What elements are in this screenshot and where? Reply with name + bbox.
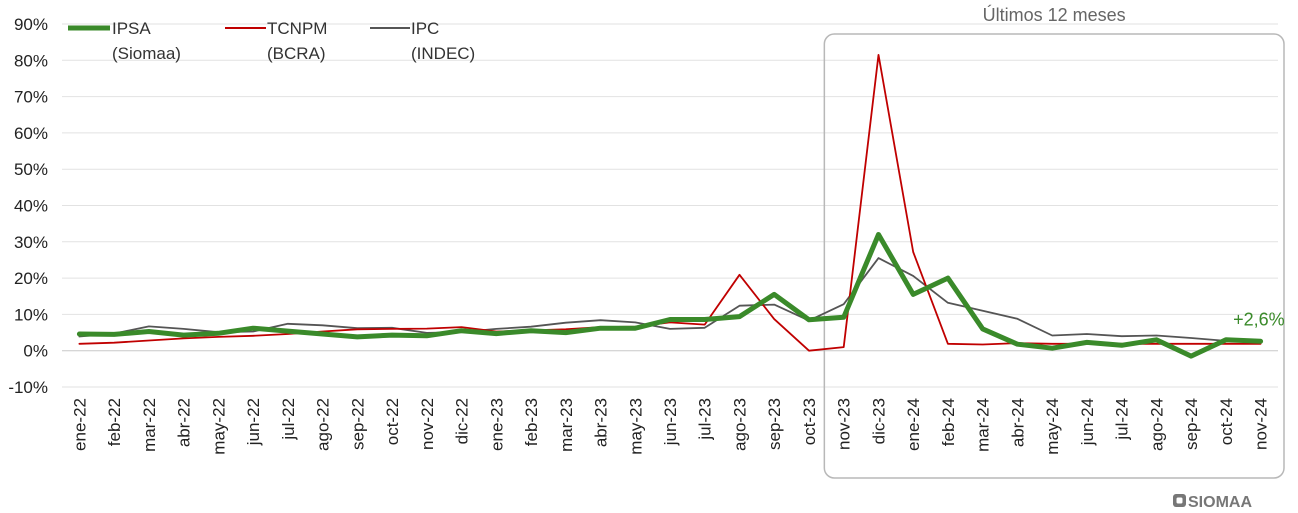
y-tick-label: 70% (14, 88, 48, 107)
x-tick-label: nov-23 (835, 398, 854, 450)
x-tick-label: nov-24 (1252, 398, 1271, 450)
x-tick-label: dic-23 (869, 398, 888, 444)
x-tick-label: feb-23 (522, 398, 541, 446)
x-tick-label: may-22 (209, 398, 228, 455)
y-tick-label: 90% (14, 15, 48, 34)
series-line-tcnpm (78, 54, 1262, 352)
x-tick-label: jun-24 (1078, 398, 1097, 446)
y-tick-label: 0% (23, 342, 48, 361)
x-tick-label: ene-22 (70, 398, 89, 451)
legend-item-tcnpm: TCNPM (BCRA) (225, 19, 327, 63)
legend-sublabel-ipc: (INDEC) (411, 44, 475, 63)
y-tick-label: 60% (14, 124, 48, 143)
x-tick-label: jul-22 (279, 398, 298, 441)
legend-item-ipc: IPC (INDEC) (370, 19, 475, 63)
x-tick-label: sep-24 (1182, 398, 1201, 450)
legend-sublabel-tcnpm: (BCRA) (267, 44, 326, 63)
legend-label-tcnpm: TCNPM (267, 19, 327, 38)
x-tick-label: ago-22 (314, 398, 333, 451)
brand-name: SIOMAA (1188, 494, 1252, 511)
highlight-box-frame (823, 33, 1285, 479)
series-lines (76, 54, 1264, 359)
y-tick-label: 40% (14, 197, 48, 216)
x-tick-label: mar-22 (140, 398, 159, 452)
x-tick-label: mar-24 (974, 398, 993, 452)
x-tick-label: jul-23 (696, 398, 715, 441)
x-tick-label: oct-23 (800, 398, 819, 445)
x-tick-label: sep-22 (348, 398, 367, 450)
x-tick-label: sep-23 (765, 398, 784, 450)
x-tick-label: may-24 (1043, 398, 1062, 455)
x-tick-label: jun-22 (244, 398, 263, 446)
x-tick-label: jun-23 (661, 398, 680, 446)
x-tick-label: ago-23 (730, 398, 749, 451)
legend-sublabel-ipsa: (Siomaa) (112, 44, 181, 63)
x-tick-label: dic-22 (453, 398, 472, 444)
x-tick-label: oct-24 (1217, 398, 1236, 445)
y-tick-label: 30% (14, 233, 48, 252)
x-tick-label: abr-24 (1008, 398, 1027, 447)
last-value-annotation: +2,6% (1233, 309, 1285, 329)
x-tick-label: oct-22 (383, 398, 402, 445)
x-tick-label: ago-24 (1147, 398, 1166, 451)
y-tick-label: 20% (14, 269, 48, 288)
grid-lines (62, 23, 1278, 388)
brand-logo: SIOMAA (1173, 494, 1252, 511)
y-tick-label: 10% (14, 305, 48, 324)
legend-label-ipc: IPC (411, 19, 439, 38)
x-tick-label: feb-22 (105, 398, 124, 446)
y-tick-label: -10% (8, 378, 48, 397)
legend: IPSA (Siomaa) TCNPM (BCRA) IPC (INDEC) (68, 19, 475, 63)
x-tick-label: jul-24 (1113, 398, 1132, 441)
series-line-ipc (78, 257, 1262, 343)
y-tick-label: 80% (14, 51, 48, 70)
siomaa-logo-icon-inner (1176, 497, 1183, 504)
highlight-box: Últimos 12 meses (823, 4, 1285, 479)
x-axis: ene-22 feb-22 mar-22 abr-22 may-22 jun-22 jul-… (70, 398, 1270, 455)
x-tick-label: mar-23 (557, 398, 576, 452)
x-tick-label: ene-23 (487, 398, 506, 451)
y-axis: 90% 80% 70% 60% 50% 40% 30% 20% 10% 0% -10% (8, 15, 48, 397)
x-tick-label: nov-22 (418, 398, 437, 450)
legend-item-ipsa: IPSA (Siomaa) (68, 19, 181, 63)
series-line-ipsa (76, 232, 1264, 359)
x-tick-label: may-23 (626, 398, 645, 455)
x-tick-label: feb-24 (939, 398, 958, 446)
x-tick-label: ene-24 (904, 398, 923, 451)
legend-label-ipsa: IPSA (112, 19, 151, 38)
x-tick-label: abr-23 (592, 398, 611, 447)
highlight-box-title: Últimos 12 meses (983, 4, 1126, 25)
y-tick-label: 50% (14, 160, 48, 179)
x-tick-label: abr-22 (175, 398, 194, 447)
